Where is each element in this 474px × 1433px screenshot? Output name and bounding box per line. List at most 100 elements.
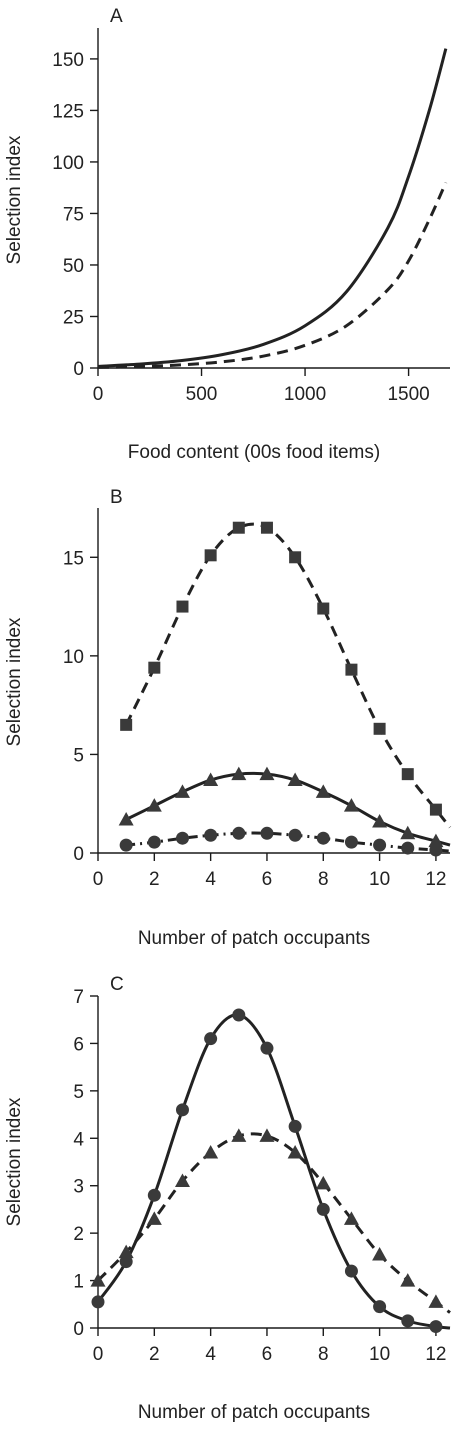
- series-1: [91, 1008, 451, 1334]
- data-point-circle: [204, 828, 218, 842]
- data-point-triangle: [287, 1145, 303, 1159]
- data-point-square: [317, 602, 330, 615]
- data-point-triangle: [203, 772, 219, 787]
- data-point-triangle: [231, 1128, 247, 1142]
- x-tick-label: 6: [262, 1344, 273, 1365]
- y-tick-label: 0: [73, 844, 84, 865]
- y-axis-title: Selection index: [4, 135, 25, 264]
- data-point-circle: [401, 1314, 415, 1328]
- y-tick-label: 25: [63, 307, 84, 328]
- x-axis-title: Food content (00s food items): [128, 442, 380, 463]
- x-tick-label: 0: [93, 869, 104, 890]
- data-point-square: [345, 663, 358, 676]
- y-tick-label: 2: [73, 1224, 84, 1245]
- data-point-circle: [429, 843, 443, 857]
- data-point-square: [289, 551, 302, 564]
- data-point-triangle: [118, 1244, 134, 1259]
- data-point-circle: [175, 1103, 189, 1117]
- x-tick-label: 0: [93, 384, 104, 405]
- data-point-circle: [373, 1300, 387, 1314]
- data-point-triangle: [118, 811, 134, 826]
- data-point-triangle: [174, 784, 190, 798]
- data-point-circle: [401, 841, 415, 855]
- panel-b: 0 5 10 15 0 2 4 6 8 10 12 B Number of patch occupant…: [4, 487, 452, 949]
- x-tick-label: 8: [318, 1344, 329, 1365]
- series-2: [97, 181, 448, 369]
- y-tick-label: 125: [52, 101, 84, 122]
- data-point-triangle: [287, 772, 303, 787]
- x-tick-label: 12: [425, 869, 446, 890]
- y-tick-label: 5: [73, 745, 84, 766]
- data-point-circle: [316, 1202, 330, 1216]
- y-tick-label: 50: [63, 256, 84, 277]
- data-point-triangle: [146, 1211, 162, 1225]
- y-axis-title: Selection index: [4, 1097, 25, 1226]
- data-point-circle: [288, 828, 302, 842]
- data-point-triangle: [428, 1294, 444, 1308]
- series-1: [120, 521, 452, 829]
- x-tick-label: 1500: [387, 384, 429, 405]
- x-axis-title: Number of patch occupants: [138, 928, 370, 949]
- x-tick-label: 2: [149, 869, 160, 890]
- y-tick-label: 0: [73, 359, 84, 380]
- panel-letter: C: [110, 974, 124, 995]
- x-axis-title: Number of patch occupants: [138, 1402, 370, 1423]
- y-tick-label: 1: [73, 1272, 84, 1293]
- x-tick-label: 8: [318, 869, 329, 890]
- series-2: [90, 1128, 451, 1314]
- data-point-triangle: [146, 798, 162, 812]
- data-point-square: [429, 803, 442, 816]
- x-tick-label: 500: [186, 384, 218, 405]
- series-1: [97, 48, 448, 368]
- y-tick-label: 7: [73, 987, 84, 1008]
- data-point-triangle: [231, 766, 247, 781]
- series-line: [97, 48, 448, 368]
- data-point-circle: [147, 835, 161, 849]
- x-tick-label: 0: [93, 1344, 104, 1365]
- x-tick-label: 2: [149, 1344, 160, 1365]
- y-tick-label: 150: [52, 50, 84, 71]
- y-tick-label: 5: [73, 1082, 84, 1103]
- panel-letter: A: [110, 6, 123, 27]
- data-point-triangle: [174, 1173, 190, 1187]
- data-point-circle: [288, 1119, 302, 1133]
- y-tick-label: 6: [73, 1034, 84, 1055]
- data-point-square: [120, 718, 133, 731]
- data-point-square: [176, 600, 189, 613]
- data-point-circle: [260, 1041, 274, 1055]
- data-point-circle: [91, 1295, 105, 1309]
- panel-letter: B: [110, 487, 123, 508]
- x-tick-label: 6: [262, 869, 273, 890]
- data-point-triangle: [315, 784, 331, 798]
- data-point-circle: [119, 1255, 133, 1269]
- data-point-circle: [147, 1188, 161, 1202]
- data-point-triangle: [372, 813, 388, 828]
- data-point-triangle: [343, 798, 359, 812]
- y-tick-label: 10: [63, 647, 84, 668]
- data-point-square: [373, 722, 386, 735]
- data-point-circle: [232, 1008, 246, 1022]
- data-point-triangle: [203, 1145, 219, 1159]
- y-tick-label: 3: [73, 1177, 84, 1198]
- data-point-square: [148, 661, 161, 674]
- data-point-triangle: [372, 1246, 388, 1261]
- y-axis-title: Selection index: [4, 617, 25, 746]
- data-point-circle: [316, 831, 330, 845]
- data-point-square: [401, 768, 414, 781]
- x-tick-label: 4: [205, 869, 216, 890]
- y-tick-label: 75: [63, 204, 84, 225]
- series-line: [124, 522, 452, 829]
- data-point-triangle: [343, 1211, 359, 1225]
- x-tick-label: 4: [205, 1344, 216, 1365]
- series-line: [96, 1013, 451, 1330]
- data-point-square: [260, 521, 273, 534]
- x-tick-label: 1000: [284, 384, 326, 405]
- x-tick-label: 10: [369, 1344, 390, 1365]
- series-line: [97, 181, 448, 369]
- y-tick-label: 100: [52, 153, 84, 174]
- data-point-triangle: [400, 1273, 416, 1287]
- data-point-circle: [344, 1264, 358, 1278]
